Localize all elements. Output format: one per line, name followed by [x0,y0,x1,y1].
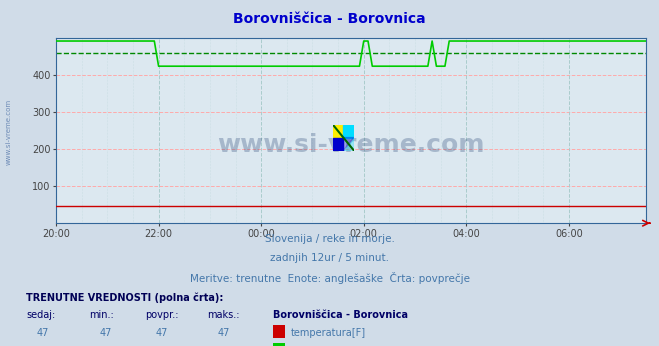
Text: temperatura[F]: temperatura[F] [291,328,366,338]
Text: sedaj:: sedaj: [26,310,55,320]
Text: Borovniščica - Borovnica: Borovniščica - Borovnica [233,12,426,26]
Polygon shape [333,125,343,138]
Text: www.si-vreme.com: www.si-vreme.com [5,98,11,165]
Text: maks.:: maks.: [208,310,240,320]
Polygon shape [333,125,343,151]
Text: Meritve: trenutne  Enote: anglešaške  Črta: povprečje: Meritve: trenutne Enote: anglešaške Črta… [190,272,469,284]
Text: Slovenija / reke in morje.: Slovenija / reke in morje. [264,234,395,244]
Polygon shape [343,138,354,151]
Polygon shape [343,125,354,138]
Text: 47: 47 [37,328,49,338]
Text: 47: 47 [100,328,111,338]
Text: TRENUTNE VREDNOSTI (polna črta):: TRENUTNE VREDNOSTI (polna črta): [26,292,224,303]
Text: www.si-vreme.com: www.si-vreme.com [217,134,484,157]
Text: zadnjih 12ur / 5 minut.: zadnjih 12ur / 5 minut. [270,253,389,263]
Text: 47: 47 [218,328,230,338]
Text: min.:: min.: [89,310,114,320]
Polygon shape [333,138,343,151]
Text: povpr.:: povpr.: [145,310,179,320]
Text: Borovniščica - Borovnica: Borovniščica - Borovnica [273,310,409,320]
Polygon shape [343,138,354,151]
Text: 47: 47 [156,328,167,338]
